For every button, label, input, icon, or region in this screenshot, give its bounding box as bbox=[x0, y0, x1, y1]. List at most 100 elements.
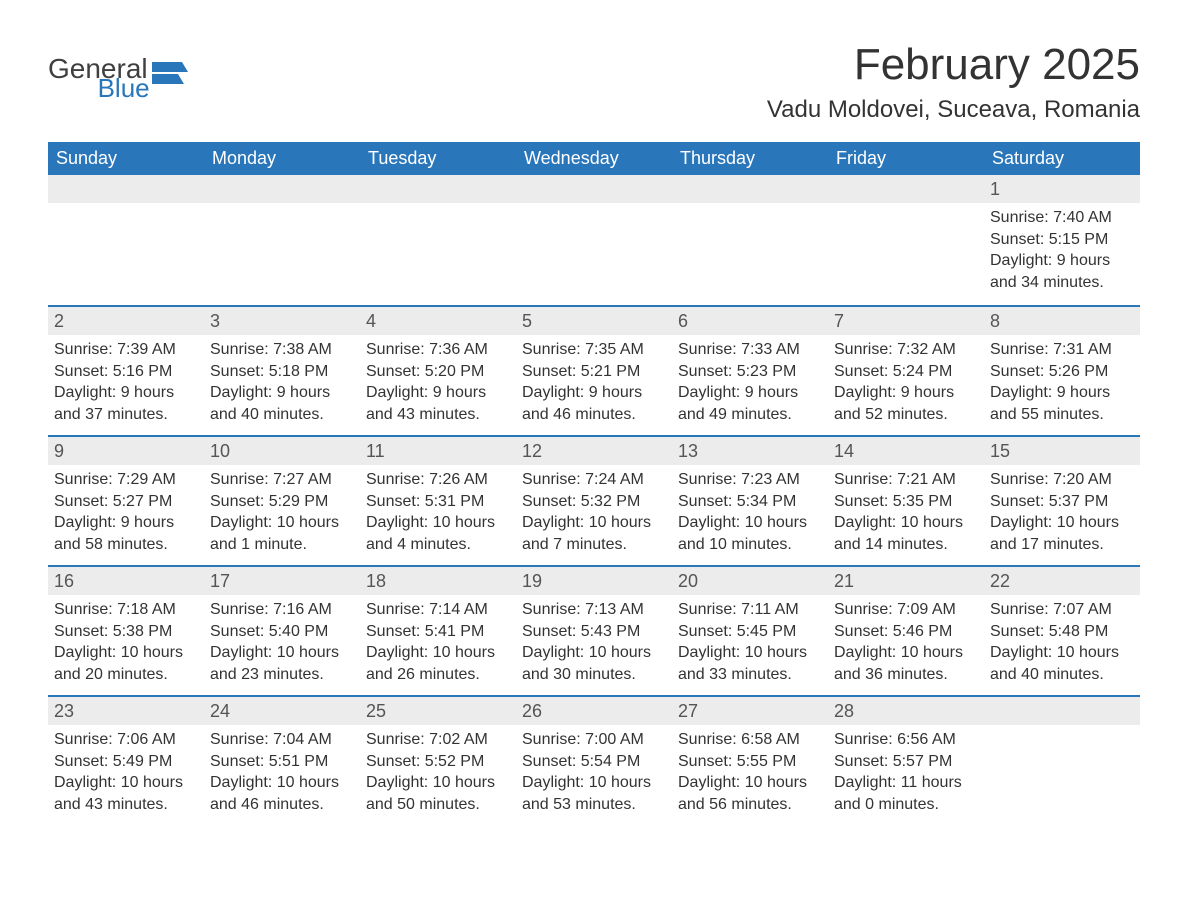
sunset-text: Sunset: 5:27 PM bbox=[54, 491, 196, 513]
location: Vadu Moldovei, Suceava, Romania bbox=[767, 96, 1140, 124]
logo-text: General Blue bbox=[48, 56, 148, 101]
sunrise-text: Sunrise: 7:40 AM bbox=[990, 207, 1132, 229]
day-info: Sunrise: 7:39 AMSunset: 5:16 PMDaylight:… bbox=[54, 339, 196, 425]
sunset-text: Sunset: 5:16 PM bbox=[54, 361, 196, 383]
day-number bbox=[48, 175, 204, 203]
day-info: Sunrise: 7:11 AMSunset: 5:45 PMDaylight:… bbox=[678, 599, 820, 685]
sunset-text: Sunset: 5:41 PM bbox=[366, 621, 508, 643]
day-cell: 7 Sunrise: 7:32 AMSunset: 5:24 PMDaylight… bbox=[828, 307, 984, 435]
day-number: 14 bbox=[828, 437, 984, 465]
day-cell: 13Sunrise: 7:23 AMSunset: 5:34 PMDayligh… bbox=[672, 437, 828, 565]
day-cell: 18Sunrise: 7:14 AMSunset: 5:41 PMDayligh… bbox=[360, 567, 516, 695]
day-number: 7 bbox=[828, 307, 984, 335]
sunset-text: Sunset: 5:51 PM bbox=[210, 751, 352, 773]
day-info: Sunrise: 7:31 AMSunset: 5:26 PMDaylight:… bbox=[990, 339, 1132, 425]
sunrise-text: Sunrise: 7:38 AM bbox=[210, 339, 352, 361]
day-number: 18 bbox=[360, 567, 516, 595]
sunset-text: Sunset: 5:31 PM bbox=[366, 491, 508, 513]
daylight-text: Daylight: 10 hours and 4 minutes. bbox=[366, 512, 508, 555]
day-number: 22 bbox=[984, 567, 1140, 595]
daylight-text: Daylight: 10 hours and 23 minutes. bbox=[210, 642, 352, 685]
sunset-text: Sunset: 5:24 PM bbox=[834, 361, 976, 383]
sunset-text: Sunset: 5:37 PM bbox=[990, 491, 1132, 513]
daylight-text: Daylight: 10 hours and 17 minutes. bbox=[990, 512, 1132, 555]
day-cell: 27Sunrise: 6:58 AMSunset: 5:55 PMDayligh… bbox=[672, 697, 828, 825]
day-info: Sunrise: 7:07 AMSunset: 5:48 PMDaylight:… bbox=[990, 599, 1132, 685]
daylight-text: Daylight: 9 hours and 55 minutes. bbox=[990, 382, 1132, 425]
sunrise-text: Sunrise: 7:35 AM bbox=[522, 339, 664, 361]
day-cell: 20Sunrise: 7:11 AMSunset: 5:45 PMDayligh… bbox=[672, 567, 828, 695]
week-row: 9Sunrise: 7:29 AMSunset: 5:27 PMDaylight… bbox=[48, 435, 1140, 565]
day-cell: 14Sunrise: 7:21 AMSunset: 5:35 PMDayligh… bbox=[828, 437, 984, 565]
daylight-text: Daylight: 10 hours and 40 minutes. bbox=[990, 642, 1132, 685]
day-info: Sunrise: 7:06 AMSunset: 5:49 PMDaylight:… bbox=[54, 729, 196, 815]
weekday-header-row: SundayMondayTuesdayWednesdayThursdayFrid… bbox=[48, 142, 1140, 175]
day-info: Sunrise: 7:40 AMSunset: 5:15 PMDaylight:… bbox=[990, 207, 1132, 293]
day-cell bbox=[984, 697, 1140, 825]
weekday-header: Wednesday bbox=[516, 142, 672, 175]
sunrise-text: Sunrise: 7:26 AM bbox=[366, 469, 508, 491]
sunset-text: Sunset: 5:57 PM bbox=[834, 751, 976, 773]
day-cell: 11 Sunrise: 7:26 AMSunset: 5:31 PMDayligh… bbox=[360, 437, 516, 565]
day-cell bbox=[516, 175, 672, 305]
weekday-header: Friday bbox=[828, 142, 984, 175]
day-info: Sunrise: 6:56 AMSunset: 5:57 PMDaylight:… bbox=[834, 729, 976, 815]
day-cell: 8 Sunrise: 7:31 AMSunset: 5:26 PMDaylight… bbox=[984, 307, 1140, 435]
sunrise-text: Sunrise: 7:33 AM bbox=[678, 339, 820, 361]
header: General Blue February 2025 Vadu Moldovei… bbox=[48, 40, 1140, 124]
daylight-text: Daylight: 9 hours and 37 minutes. bbox=[54, 382, 196, 425]
daylight-text: Daylight: 10 hours and 26 minutes. bbox=[366, 642, 508, 685]
day-info: Sunrise: 7:27 AMSunset: 5:29 PMDaylight:… bbox=[210, 469, 352, 555]
day-number: 11 bbox=[360, 437, 516, 465]
weekday-header: Saturday bbox=[984, 142, 1140, 175]
day-number: 8 bbox=[984, 307, 1140, 335]
day-cell bbox=[360, 175, 516, 305]
day-info: Sunrise: 7:26 AMSunset: 5:31 PMDaylight:… bbox=[366, 469, 508, 555]
week-row: 23Sunrise: 7:06 AMSunset: 5:49 PMDayligh… bbox=[48, 695, 1140, 825]
day-info: Sunrise: 7:00 AMSunset: 5:54 PMDaylight:… bbox=[522, 729, 664, 815]
sunset-text: Sunset: 5:32 PM bbox=[522, 491, 664, 513]
sunrise-text: Sunrise: 7:07 AM bbox=[990, 599, 1132, 621]
sunset-text: Sunset: 5:23 PM bbox=[678, 361, 820, 383]
day-cell: 23Sunrise: 7:06 AMSunset: 5:49 PMDayligh… bbox=[48, 697, 204, 825]
sunrise-text: Sunrise: 7:04 AM bbox=[210, 729, 352, 751]
day-number: 9 bbox=[48, 437, 204, 465]
day-number bbox=[516, 175, 672, 203]
day-cell bbox=[48, 175, 204, 305]
sunset-text: Sunset: 5:20 PM bbox=[366, 361, 508, 383]
day-cell: 10 Sunrise: 7:27 AMSunset: 5:29 PMDayligh… bbox=[204, 437, 360, 565]
sunrise-text: Sunrise: 7:32 AM bbox=[834, 339, 976, 361]
daylight-text: Daylight: 10 hours and 46 minutes. bbox=[210, 772, 352, 815]
day-number: 2 bbox=[48, 307, 204, 335]
week-row: 1Sunrise: 7:40 AMSunset: 5:15 PMDaylight… bbox=[48, 175, 1140, 305]
day-cell: 12Sunrise: 7:24 AMSunset: 5:32 PMDayligh… bbox=[516, 437, 672, 565]
sunrise-text: Sunrise: 6:56 AM bbox=[834, 729, 976, 751]
day-number: 28 bbox=[828, 697, 984, 725]
sunset-text: Sunset: 5:34 PM bbox=[678, 491, 820, 513]
day-info: Sunrise: 7:09 AMSunset: 5:46 PMDaylight:… bbox=[834, 599, 976, 685]
day-info: Sunrise: 7:33 AMSunset: 5:23 PMDaylight:… bbox=[678, 339, 820, 425]
sunrise-text: Sunrise: 7:24 AM bbox=[522, 469, 664, 491]
day-info: Sunrise: 7:23 AMSunset: 5:34 PMDaylight:… bbox=[678, 469, 820, 555]
daylight-text: Daylight: 10 hours and 43 minutes. bbox=[54, 772, 196, 815]
sunset-text: Sunset: 5:43 PM bbox=[522, 621, 664, 643]
day-number: 5 bbox=[516, 307, 672, 335]
weekday-header: Sunday bbox=[48, 142, 204, 175]
sunrise-text: Sunrise: 7:06 AM bbox=[54, 729, 196, 751]
day-number: 3 bbox=[204, 307, 360, 335]
weekday-header: Thursday bbox=[672, 142, 828, 175]
sunrise-text: Sunrise: 7:36 AM bbox=[366, 339, 508, 361]
logo: General Blue bbox=[48, 40, 192, 101]
sunset-text: Sunset: 5:40 PM bbox=[210, 621, 352, 643]
day-cell: 17Sunrise: 7:16 AMSunset: 5:40 PMDayligh… bbox=[204, 567, 360, 695]
page: General Blue February 2025 Vadu Moldovei… bbox=[0, 0, 1188, 918]
day-number: 10 bbox=[204, 437, 360, 465]
day-info: Sunrise: 7:38 AMSunset: 5:18 PMDaylight:… bbox=[210, 339, 352, 425]
day-info: Sunrise: 7:02 AMSunset: 5:52 PMDaylight:… bbox=[366, 729, 508, 815]
logo-blue-text: Blue bbox=[98, 77, 150, 100]
day-number: 24 bbox=[204, 697, 360, 725]
week-row: 16Sunrise: 7:18 AMSunset: 5:38 PMDayligh… bbox=[48, 565, 1140, 695]
day-info: Sunrise: 6:58 AMSunset: 5:55 PMDaylight:… bbox=[678, 729, 820, 815]
daylight-text: Daylight: 9 hours and 52 minutes. bbox=[834, 382, 976, 425]
weekday-header: Monday bbox=[204, 142, 360, 175]
